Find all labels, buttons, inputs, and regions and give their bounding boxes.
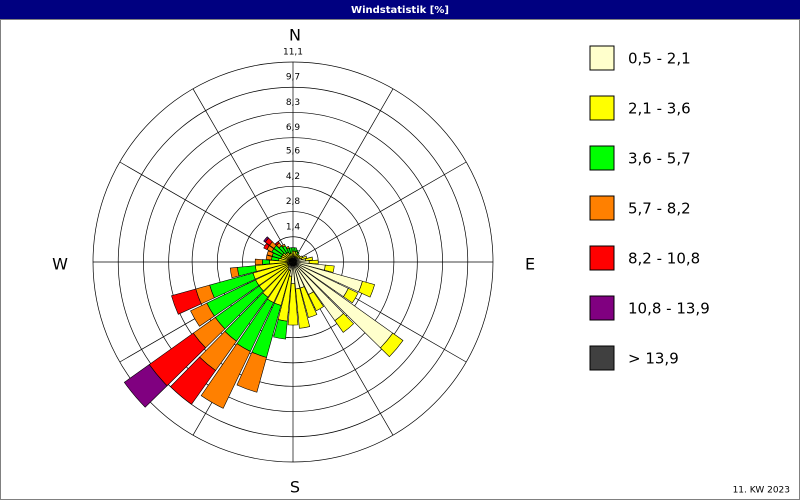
ring-label: 1,4: [286, 222, 301, 232]
wedge: [285, 246, 290, 250]
legend-label: 2,1 - 3,6: [628, 100, 691, 118]
spoke: [119, 161, 294, 263]
compass-label: N: [289, 26, 301, 45]
wedge: [236, 351, 267, 393]
wedge: [304, 256, 314, 262]
legend-label: 8,2 - 10,8: [628, 250, 700, 268]
wedge: [170, 356, 216, 405]
wedge: [265, 254, 273, 261]
wedge: [379, 332, 404, 358]
title-bar: [0, 0, 800, 19]
legend-swatch: [589, 95, 615, 121]
wedge: [295, 249, 299, 253]
legend-swatch: [589, 345, 615, 371]
wedge: [229, 267, 240, 279]
spoke: [292, 88, 394, 263]
wedge: [295, 287, 311, 329]
compass-label: S: [290, 478, 300, 497]
ring-label: 2,8: [286, 197, 301, 207]
wedge: [123, 364, 168, 408]
ring-label: 6,9: [286, 123, 301, 133]
wedge: [266, 250, 274, 257]
spoke: [292, 161, 467, 263]
wedge: [262, 259, 270, 265]
wedge: [334, 312, 355, 333]
wedge: [254, 258, 263, 266]
spoke: [192, 88, 294, 263]
wedge: [308, 291, 325, 312]
wedge: [308, 259, 319, 265]
legend-swatch: [589, 245, 615, 271]
wedge: [200, 343, 251, 409]
wedge: [274, 241, 280, 246]
wedge: [299, 286, 318, 318]
ring-label: 9,7: [286, 73, 300, 83]
ring-label: 11,1: [283, 48, 303, 58]
legend-label: > 13,9: [628, 350, 679, 368]
wedge: [190, 302, 215, 327]
wedge: [171, 288, 202, 315]
wedge: [343, 287, 359, 304]
wedge: [281, 243, 286, 248]
compass-label: E: [525, 255, 535, 274]
wedge: [289, 247, 293, 254]
chart-title: Windstatistik [%]: [351, 5, 449, 16]
footer: 11. KW 2023: [733, 486, 790, 496]
wedge: [287, 283, 299, 326]
wedge: [324, 264, 335, 273]
ring-label: 4,2: [286, 172, 300, 182]
wedge: [263, 236, 270, 243]
legend-swatch: [589, 195, 615, 221]
wedge: [296, 251, 300, 255]
wedge: [263, 243, 270, 250]
legend-swatch: [589, 145, 615, 171]
legend-label: 0,5 - 2,1: [628, 50, 691, 68]
legend-label: 10,8 - 13,9: [628, 300, 710, 318]
wedge: [293, 247, 297, 252]
legend-swatch: [589, 45, 615, 71]
wedge: [273, 319, 288, 340]
legend-label: 3,6 - 5,7: [628, 150, 691, 168]
legend-label: 5,7 - 8,2: [628, 200, 691, 218]
wedge: [358, 280, 375, 298]
legend-swatch: [589, 295, 615, 321]
ring-label: 8,3: [286, 98, 300, 108]
ring-label: 5,6: [286, 147, 301, 157]
compass-label: W: [52, 255, 68, 274]
